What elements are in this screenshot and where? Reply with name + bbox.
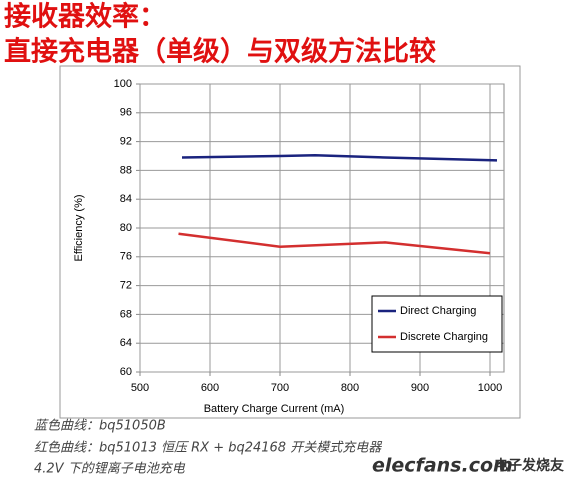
note: 蓝色曲线：bq51050B xyxy=(34,419,166,434)
y-tick-label: 60 xyxy=(120,366,132,378)
title-line: 接收器效率： xyxy=(4,1,166,33)
y-tick-label: 64 xyxy=(120,337,132,349)
watermark-site: elecfans.com xyxy=(372,455,513,477)
watermark-brand: 电子发烧友 xyxy=(494,457,564,474)
y-tick-label: 96 xyxy=(120,107,132,119)
x-tick-label: 700 xyxy=(271,382,289,394)
title-line: 直接充电器（单级）与双级方法比较 xyxy=(4,36,436,68)
y-tick-label: 72 xyxy=(120,280,132,292)
y-tick-label: 84 xyxy=(120,193,132,205)
legend-label: Discrete Charging xyxy=(400,331,488,343)
x-tick-label: 800 xyxy=(341,382,359,394)
y-tick-label: 92 xyxy=(120,136,132,148)
series-line xyxy=(178,232,491,255)
y-tick-label: 100 xyxy=(114,78,132,90)
y-tick-label: 88 xyxy=(120,164,132,176)
legend xyxy=(371,295,503,353)
legend-label: Direct Charging xyxy=(400,305,476,317)
x-axis-label: Battery Charge Current (mA) xyxy=(204,403,345,415)
note: 4.2V 下的锂离子电池充电 xyxy=(34,461,186,477)
x-tick-label: 500 xyxy=(131,382,149,394)
series-line xyxy=(181,154,498,162)
x-tick-label: 900 xyxy=(411,382,429,394)
note: 红色曲线：bq51013 恒压 RX + bq24168 开关模式充电器 xyxy=(34,441,382,456)
x-tick-label: 600 xyxy=(201,382,219,394)
y-axis-label: Efficiency (%) xyxy=(73,194,85,261)
y-tick-label: 68 xyxy=(120,308,132,320)
y-tick-label: 80 xyxy=(120,222,132,234)
y-tick-label: 76 xyxy=(120,251,132,263)
x-tick-label: 1000 xyxy=(478,382,502,394)
